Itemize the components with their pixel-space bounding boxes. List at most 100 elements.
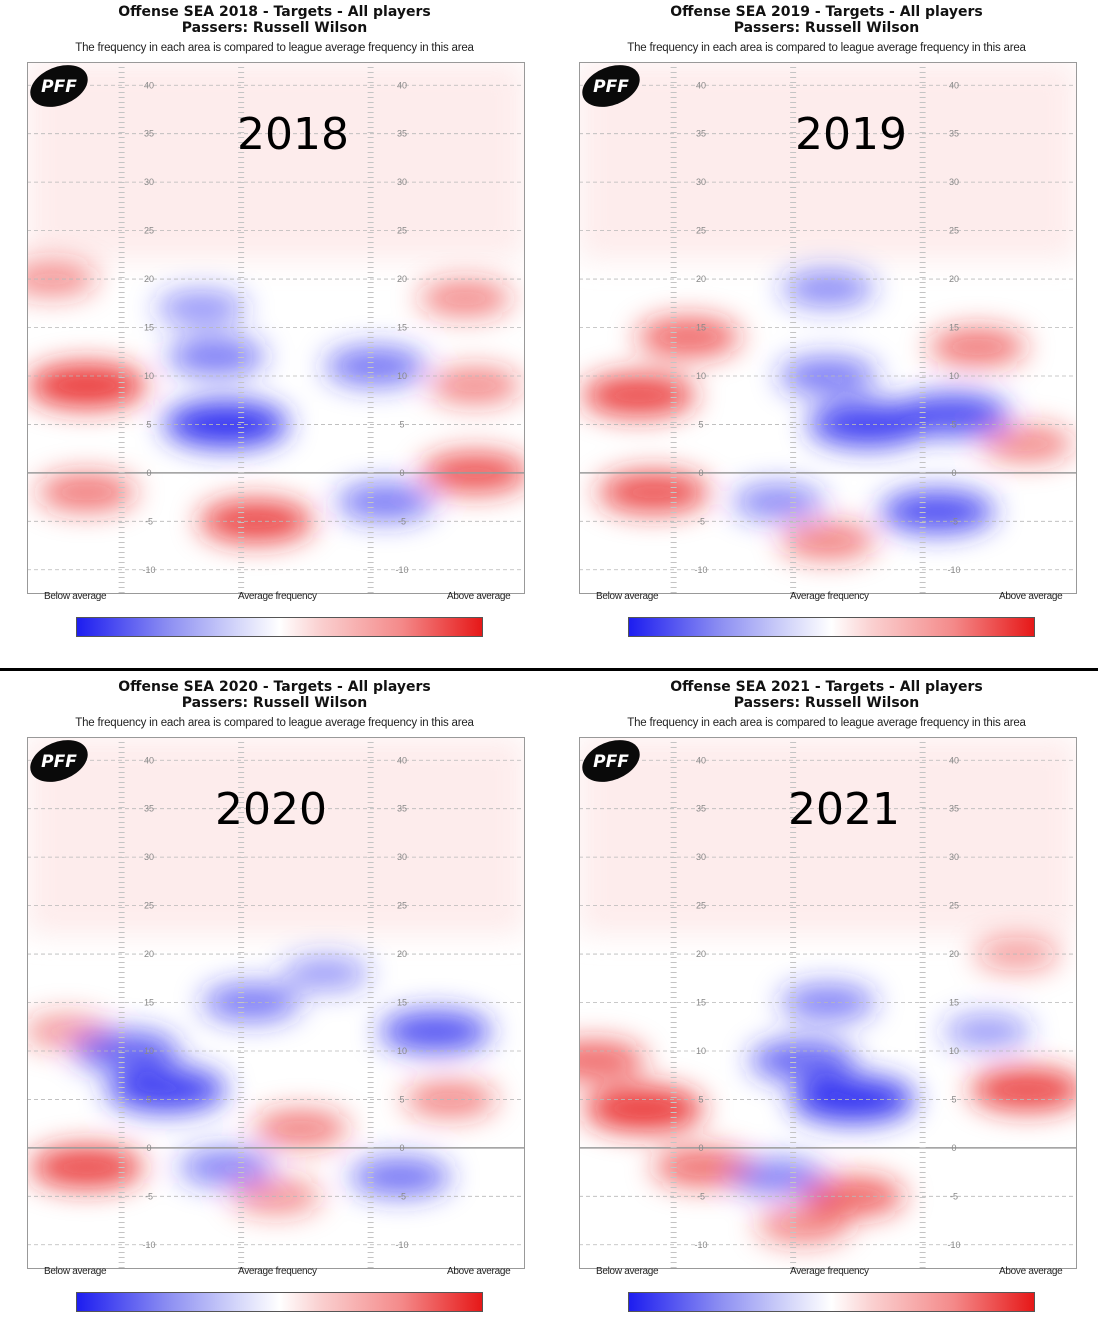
yard-tick-label: 35 — [397, 129, 407, 139]
chart-passers: Passers: Russell Wilson — [181, 695, 368, 711]
above-average-area-3 — [418, 280, 512, 317]
above-average-area-6 — [974, 937, 1060, 972]
above-average-area-4 — [230, 1178, 322, 1215]
yard-tick-label: 5 — [698, 1094, 703, 1104]
color-scale-bar — [628, 617, 1035, 637]
legend-mid-label: Average frequency — [790, 1266, 869, 1277]
yard-tick-label: 30 — [144, 852, 154, 862]
above-average-area-0 — [581, 373, 696, 417]
above-average-area-2 — [598, 471, 710, 514]
yard-tick-label: 25 — [949, 226, 959, 236]
below-average-area-5 — [107, 1067, 226, 1112]
chart-panel-2021: Offense SEA 2021 - Targets - All players… — [552, 675, 1098, 1330]
yard-tick-label: 15 — [397, 998, 407, 1008]
legend-high-label: Above average — [447, 591, 511, 602]
chart-panel-2019: Offense SEA 2019 - Targets - All players… — [552, 0, 1098, 655]
above-average-area-5 — [756, 1207, 850, 1244]
yard-tick-label: 30 — [696, 177, 706, 187]
below-average-area-11 — [943, 1014, 1032, 1049]
yard-tick-label: -10 — [395, 1240, 408, 1250]
below-average-area-8 — [880, 490, 995, 534]
pff-logo-icon: PFF — [30, 65, 88, 107]
legend-low-label: Below average — [596, 591, 659, 602]
yard-tick-label: 0 — [399, 1143, 404, 1153]
pff-logo-icon: PFF — [30, 740, 88, 782]
yard-tick-label: 20 — [949, 949, 959, 959]
yard-tick-label: 25 — [144, 901, 154, 911]
chart-note: The frequency in each area is compared t… — [75, 42, 474, 54]
yard-tick-label: -5 — [697, 1191, 705, 1201]
chart-note: The frequency in each area is compared t… — [75, 717, 474, 729]
yard-tick-label: 40 — [397, 80, 407, 90]
above-average-area-4 — [980, 425, 1074, 462]
yard-tick-label: -10 — [947, 1240, 960, 1250]
yard-tick-label: 0 — [399, 468, 404, 478]
legend-low-label: Below average — [44, 591, 107, 602]
above-average-area-6 — [27, 261, 97, 297]
yard-tick-label: 5 — [698, 419, 703, 429]
yard-tick-label: -10 — [142, 1240, 155, 1250]
chart-title: Offense SEA 2020 - Targets - All players — [118, 679, 431, 695]
below-average-area-7 — [895, 393, 1010, 437]
yard-tick-label: 0 — [698, 468, 703, 478]
chart-panel-2018: Offense SEA 2018 - Targets - All players… — [0, 0, 549, 655]
svg-text:PFF: PFF — [593, 77, 629, 97]
yard-tick-label: -10 — [395, 565, 408, 575]
yard-tick-label: 35 — [144, 804, 154, 814]
above-average-area-5 — [428, 367, 522, 404]
yard-tick-label: 25 — [949, 901, 959, 911]
below-average-area-9 — [350, 1157, 451, 1197]
yard-tick-label: 10 — [144, 1046, 154, 1056]
year-label: 2018 — [237, 109, 349, 160]
chart-passers: Passers: Russell Wilson — [733, 20, 920, 36]
below-average-area-9 — [780, 983, 876, 1022]
yard-tick-label: -5 — [398, 516, 406, 526]
legend-low-label: Below average — [44, 1266, 107, 1277]
year-label: 2021 — [788, 784, 900, 835]
chart-title: Offense SEA 2021 - Targets - All players — [670, 679, 983, 695]
yard-tick-label: 40 — [949, 755, 959, 765]
color-scale-bar — [76, 617, 483, 637]
yard-tick-label: 15 — [949, 998, 959, 1008]
yard-tick-label: -5 — [697, 516, 705, 526]
yard-tick-label: 15 — [144, 323, 154, 333]
yard-tick-label: 30 — [397, 852, 407, 862]
below-average-area-7 — [379, 1010, 491, 1053]
yard-tick-label: -10 — [694, 565, 707, 575]
yard-tick-label: 15 — [696, 323, 706, 333]
yard-tick-label: 10 — [696, 371, 706, 381]
yard-tick-label: 15 — [397, 323, 407, 333]
yard-tick-label: 30 — [949, 852, 959, 862]
deep-area-wash — [579, 62, 1077, 260]
yard-tick-label: 10 — [144, 371, 154, 381]
divider-line — [0, 668, 1098, 671]
yard-tick-label: 20 — [949, 274, 959, 284]
yard-tick-label: 10 — [949, 371, 959, 381]
yard-tick-label: 25 — [397, 901, 407, 911]
yard-tick-label: 20 — [144, 274, 154, 284]
yard-tick-label: 30 — [144, 177, 154, 187]
above-average-area-3 — [653, 1147, 754, 1187]
yard-tick-label: 35 — [696, 129, 706, 139]
yard-tick-label: 30 — [397, 177, 407, 187]
yard-tick-label: 5 — [146, 1094, 151, 1104]
legend-low-label: Below average — [596, 1266, 659, 1277]
yard-tick-label: -10 — [947, 565, 960, 575]
legend-high-label: Above average — [999, 1266, 1063, 1277]
yard-tick-label: 20 — [696, 274, 706, 284]
deep-area-wash — [579, 737, 1077, 935]
pff-logo-icon: PFF — [582, 740, 640, 782]
below-average-area-8 — [750, 1040, 856, 1081]
deep-area-wash — [27, 62, 525, 260]
below-average-area-9 — [325, 346, 426, 386]
yard-tick-label: 15 — [696, 998, 706, 1008]
yard-tick-label: -5 — [145, 516, 153, 526]
yard-tick-label: -10 — [694, 1240, 707, 1250]
below-average-area-10 — [730, 1158, 826, 1196]
yard-tick-label: 35 — [397, 804, 407, 814]
chart-title: Offense SEA 2019 - Targets - All players — [670, 4, 983, 20]
yard-tick-label: 10 — [949, 1046, 959, 1056]
